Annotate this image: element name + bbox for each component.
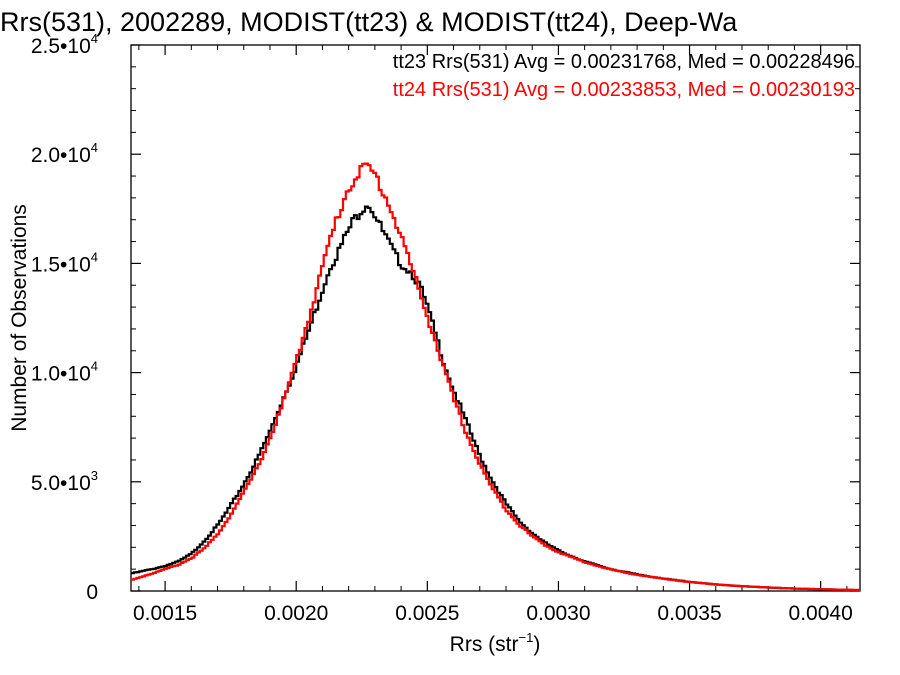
- x-tick-label: 0.0025: [395, 602, 459, 625]
- x-tick-label: 0.0020: [264, 602, 328, 625]
- series-line-tt24: [131, 162, 860, 592]
- y-tick-label: 2.0•104: [31, 140, 98, 167]
- x-tick-label: 0.0035: [657, 602, 721, 625]
- plot-frame: [130, 44, 861, 592]
- y-tick-label: 2.5•104: [31, 31, 98, 58]
- y-axis-label: Number of Observations: [8, 204, 31, 432]
- y-tick-label: 5.0•103: [31, 468, 98, 495]
- y-tick-label: 1.0•104: [31, 359, 98, 386]
- legend-entry-tt23: tt23 Rrs(531) Avg = 0.00231768, Med = 0.…: [393, 51, 855, 73]
- legend-entry-tt24: tt24 Rrs(531) Avg = 0.00233853, Med = 0.…: [393, 79, 855, 101]
- plot-series: [131, 162, 860, 592]
- series-line-tt23: [131, 205, 860, 592]
- x-axis-label: Rrs (str−1): [450, 630, 541, 656]
- y-tick-label: 0: [86, 581, 98, 604]
- y-tick-label: 1.5•104: [31, 249, 98, 276]
- x-tick-label: 0.0040: [789, 602, 853, 625]
- y-axis: 0 5.0•103 1.0•104 1.5•104 2.0•104 2.5•104: [31, 31, 860, 604]
- x-tick-label: 0.0030: [526, 602, 590, 625]
- x-axis: 0.0015 0.0020 0.0025 0.0030 0.0035 0.0040: [133, 45, 853, 625]
- x-tick-label: 0.0015: [133, 602, 197, 625]
- chart-title: Rrs(531), 2002289, MODIST(tt23) & MODIST…: [0, 7, 738, 37]
